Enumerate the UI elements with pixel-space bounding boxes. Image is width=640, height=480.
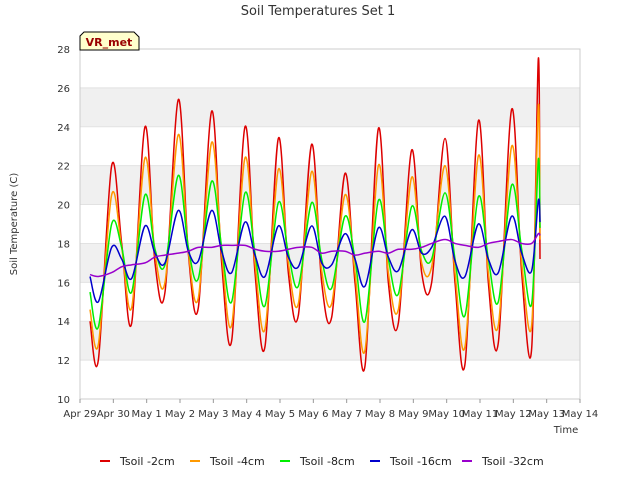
x-tick-label: May 1: [132, 409, 162, 420]
y-tick-label: 26: [57, 84, 70, 95]
x-tick-label: May 2: [165, 409, 195, 420]
legend-label: Tsoil -32cm: [481, 455, 544, 468]
x-tick-label: Apr 29: [63, 409, 96, 420]
x-axis-ticks: Apr 29 Apr 30 May 1 May 2 May 3 May 4 May 5 May…: [63, 399, 598, 420]
series-line-5: [89, 232, 541, 278]
grid-band: [80, 321, 580, 361]
legend-item: Tsoil -16cm: [370, 455, 452, 468]
y-tick-label: 14: [57, 317, 70, 328]
y-axis-label: Soil Temperature (C): [9, 173, 20, 276]
legend-label: Tsoil -4cm: [209, 455, 265, 468]
x-tick-label: May 8: [365, 409, 395, 420]
y-tick-label: 24: [57, 123, 70, 134]
x-tick-label: May 10: [428, 409, 465, 420]
grid-band: [80, 87, 580, 127]
y-tick-label: 28: [57, 45, 70, 56]
station-badge: VR_met: [79, 31, 140, 51]
legend-item: Tsoil -8cm: [280, 455, 355, 468]
y-tick-label: 10: [57, 395, 70, 406]
y-axis-ticks: 10 12 14 16 18 20 22 24 26 28: [57, 45, 70, 406]
y-tick-label: 20: [57, 201, 70, 212]
x-tick-label: May 4: [232, 409, 262, 420]
x-tick-label: May 14: [562, 409, 599, 420]
x-tick-label: May 11: [462, 409, 499, 420]
grid-band: [80, 165, 580, 205]
x-tick-label: May 9: [398, 409, 428, 420]
x-tick-label: May 12: [495, 409, 532, 420]
series-line-4: [89, 198, 541, 304]
x-tick-label: May 7: [332, 409, 362, 420]
chart-title: Soil Temperatures Set 1: [241, 4, 396, 19]
grid-bands: [80, 87, 580, 400]
x-tick-label: May 6: [298, 409, 328, 420]
x-tick-label: May 13: [528, 409, 565, 420]
x-axis-label: Time: [553, 425, 578, 436]
y-tick-label: 22: [57, 162, 70, 173]
x-tick-label: May 5: [265, 409, 295, 420]
legend-item: Tsoil -4cm: [190, 455, 265, 468]
legend-item: Tsoil -32cm: [462, 455, 544, 468]
badge-label: VR_met: [86, 36, 133, 49]
series-line-3: [89, 157, 541, 330]
grid-band: [80, 243, 580, 283]
legend-item: Tsoil -2cm: [100, 455, 175, 468]
series-lines: [89, 57, 541, 372]
badge-shape: [79, 31, 140, 51]
y-tick-label: 12: [57, 356, 70, 367]
legend: Tsoil -2cm Tsoil -4cm Tsoil -8cm Tsoil -16c…: [100, 455, 544, 468]
legend-label: Tsoil -8cm: [299, 455, 355, 468]
y-tick-label: 18: [57, 239, 70, 250]
legend-label: Tsoil -16cm: [389, 455, 452, 468]
plot-frame: [79, 48, 581, 400]
y-tick-label: 16: [57, 278, 70, 289]
legend-label: Tsoil -2cm: [119, 455, 175, 468]
x-tick-label: Apr 30: [97, 409, 130, 420]
x-tick-label: May 3: [198, 409, 228, 420]
